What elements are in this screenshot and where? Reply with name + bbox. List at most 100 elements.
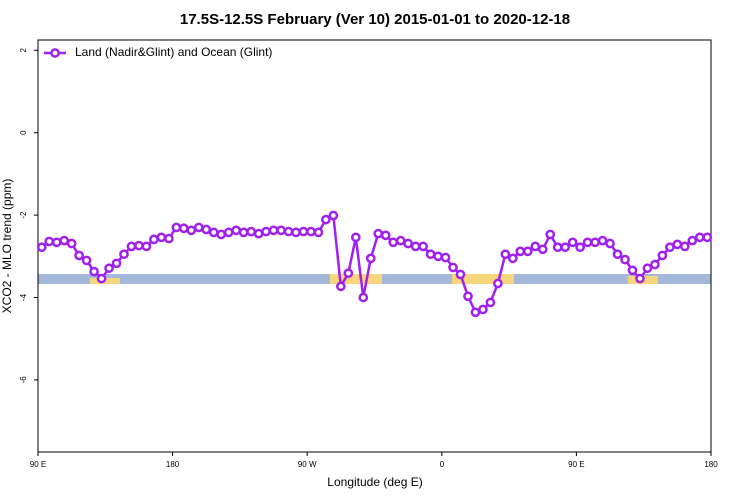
data-point bbox=[380, 230, 391, 241]
data-point bbox=[358, 292, 369, 303]
x-axis-label: Longitude (deg E) bbox=[327, 475, 422, 489]
land-mask bbox=[38, 274, 711, 284]
data-point bbox=[81, 255, 92, 266]
x-tick-label: 0 bbox=[440, 460, 445, 469]
data-point bbox=[388, 237, 399, 248]
data-point bbox=[298, 226, 309, 237]
data-point bbox=[478, 304, 488, 315]
data-point bbox=[657, 250, 668, 261]
data-point bbox=[373, 228, 384, 239]
data-point bbox=[343, 268, 354, 279]
data-point bbox=[74, 250, 84, 261]
data-point bbox=[537, 244, 548, 255]
data-point bbox=[134, 240, 144, 251]
data-point bbox=[328, 210, 339, 221]
y-tick-label: 0 bbox=[19, 130, 28, 135]
data-point bbox=[418, 241, 428, 252]
data-point bbox=[582, 237, 593, 248]
x-tick-label: 180 bbox=[166, 460, 180, 469]
data-point bbox=[627, 265, 638, 276]
data-point bbox=[575, 242, 585, 253]
data-point bbox=[679, 241, 690, 252]
data-point bbox=[463, 291, 473, 302]
data-point bbox=[455, 269, 466, 280]
data-point bbox=[545, 229, 556, 240]
data-point bbox=[208, 227, 219, 238]
data-point bbox=[51, 237, 62, 248]
legend-label: Land (Nadir&Glint) and Ocean (Glint) bbox=[75, 45, 272, 59]
data-point bbox=[605, 238, 615, 249]
data-point bbox=[141, 241, 152, 252]
data-point bbox=[89, 266, 99, 277]
data-point bbox=[567, 237, 578, 248]
data-point bbox=[410, 241, 421, 252]
x-tick-label: 180 bbox=[704, 460, 718, 469]
data-point bbox=[597, 235, 608, 246]
data-point bbox=[470, 307, 481, 318]
data-point bbox=[694, 232, 705, 243]
data-point bbox=[493, 278, 503, 289]
data-point bbox=[66, 238, 77, 249]
data-point bbox=[672, 239, 683, 250]
x-tick-label: 90 E bbox=[568, 460, 584, 469]
data-point bbox=[193, 222, 204, 233]
data-point bbox=[261, 226, 271, 237]
data-point bbox=[156, 232, 167, 243]
data-point bbox=[642, 263, 653, 274]
data-point bbox=[126, 241, 137, 252]
mask-land bbox=[452, 274, 514, 284]
data-point bbox=[515, 246, 526, 257]
data-point bbox=[59, 235, 70, 246]
data-point bbox=[313, 227, 324, 238]
data-point bbox=[702, 232, 713, 243]
data-point bbox=[500, 249, 511, 260]
legend-marker bbox=[50, 48, 60, 58]
y-tick-label: -4 bbox=[19, 293, 28, 301]
data-point bbox=[687, 235, 698, 246]
y-tick-label: -2 bbox=[19, 211, 28, 219]
data-point bbox=[306, 226, 316, 237]
data-point bbox=[44, 236, 55, 247]
y-axis-label: XCO2 - MLO trend (ppm) bbox=[0, 179, 14, 314]
data-point bbox=[216, 229, 227, 240]
data-point bbox=[560, 242, 571, 253]
data-point bbox=[485, 297, 496, 308]
data-point bbox=[650, 259, 660, 270]
y-tick-label: -6 bbox=[19, 376, 28, 384]
data-point bbox=[530, 241, 541, 252]
data-point bbox=[403, 238, 413, 249]
data-point bbox=[321, 214, 331, 225]
data-point bbox=[253, 228, 264, 239]
data-point bbox=[395, 235, 406, 246]
data-point bbox=[149, 234, 159, 245]
data-point bbox=[620, 254, 630, 265]
data-point bbox=[350, 232, 361, 243]
data-point bbox=[665, 242, 675, 253]
data-point bbox=[246, 226, 256, 237]
data-point bbox=[201, 224, 212, 235]
data-point bbox=[522, 246, 533, 257]
data-point bbox=[612, 249, 623, 260]
data-point bbox=[36, 242, 47, 253]
mask-land bbox=[330, 274, 382, 284]
data-point bbox=[440, 252, 451, 263]
data-point bbox=[507, 253, 518, 264]
data-point bbox=[238, 227, 249, 238]
data-point bbox=[119, 249, 129, 260]
data-point bbox=[291, 227, 301, 238]
data-point bbox=[96, 273, 107, 284]
data-point bbox=[635, 273, 645, 284]
data-point bbox=[276, 225, 286, 236]
data-point bbox=[425, 249, 436, 260]
data-point bbox=[433, 251, 443, 262]
data-point bbox=[231, 225, 242, 236]
y-tick-label: 2 bbox=[19, 48, 28, 53]
data-point bbox=[268, 225, 279, 236]
data-point bbox=[336, 281, 346, 292]
data-point bbox=[552, 242, 563, 253]
chart-title: 17.5S-12.5S February (Ver 10) 2015-01-01… bbox=[180, 11, 570, 28]
data-point bbox=[365, 253, 376, 264]
data-point bbox=[186, 225, 197, 236]
data-point bbox=[111, 258, 122, 269]
